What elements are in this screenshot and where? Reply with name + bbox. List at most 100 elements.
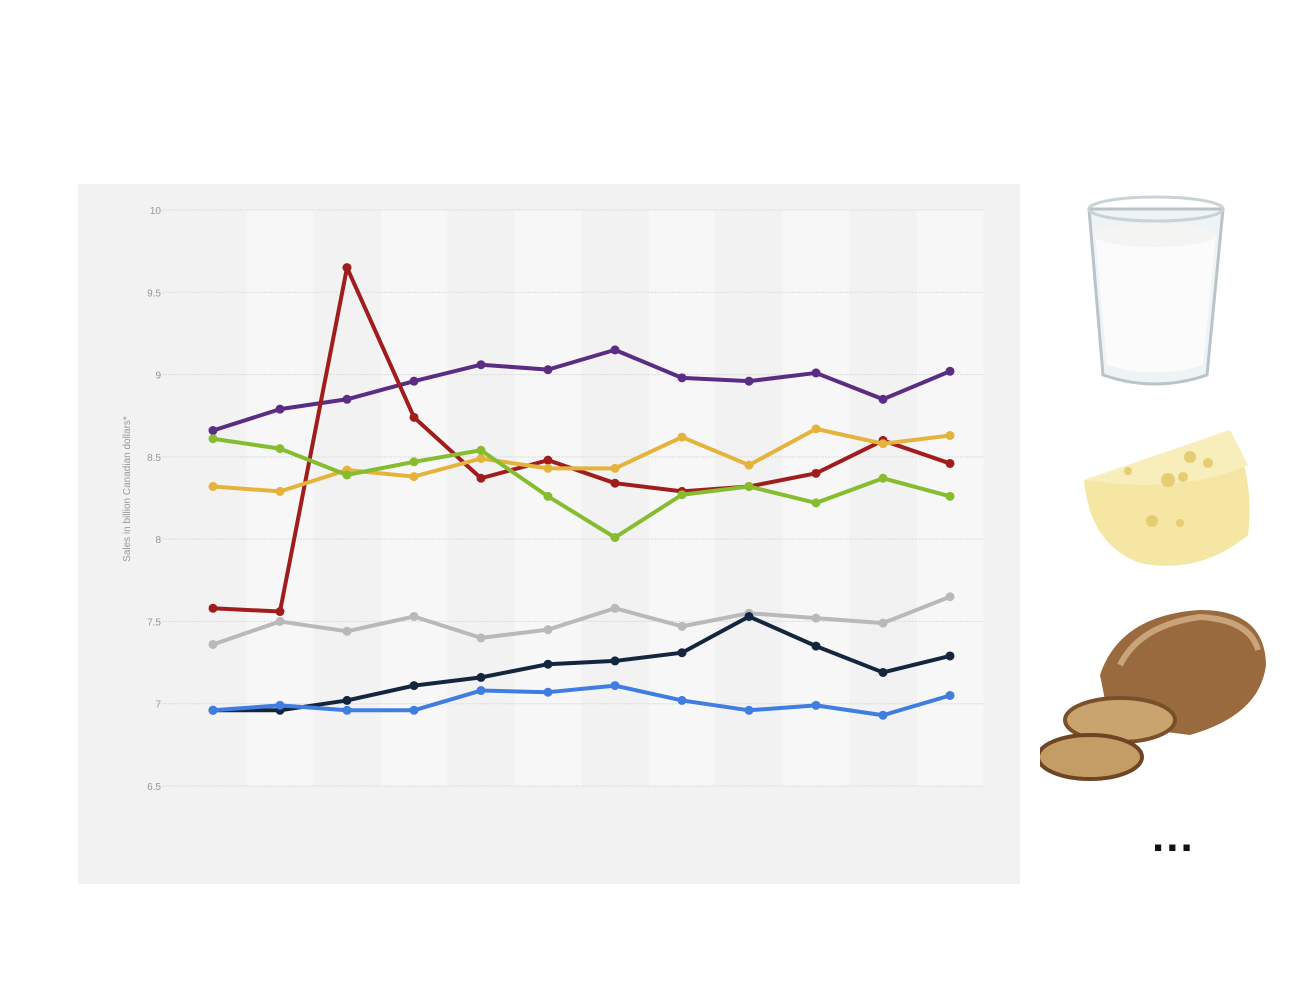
data-point [744,705,754,715]
data-point [476,445,486,455]
bread-icon [1040,610,1266,781]
data-point [208,481,218,491]
data-point [476,633,486,643]
y-axis-label: Sales in billion Canadian dollars* [122,416,133,562]
data-point [945,491,955,501]
data-point [342,470,352,480]
line-chart: 6.5 7 7.5 8 8.5 9 9.5 10 Sales in billion Canad… [122,206,984,793]
y-tick-label: 6.5 [147,782,161,793]
data-point [811,700,821,710]
data-point [610,681,620,691]
data-point [409,412,419,422]
data-point [744,481,754,491]
data-point [878,439,888,449]
series-line [212,347,951,433]
data-point [208,705,218,715]
data-point [208,603,218,613]
data-point [811,468,821,478]
y-tick-label: 7.5 [147,617,161,628]
series-2 [208,263,955,617]
y-tick-label: 9.5 [147,288,161,299]
data-point [275,700,285,710]
data-point [342,263,352,273]
data-point [409,457,419,467]
data-point [543,455,553,465]
data-point [878,667,888,677]
data-point [610,656,620,666]
data-point [275,444,285,454]
y-tick-label: 10 [150,206,162,217]
more-indicator: ... [1152,812,1195,861]
data-point [677,490,687,500]
data-point [744,611,754,621]
data-point [476,454,486,464]
data-point [677,373,687,383]
data-point [409,376,419,386]
data-point [409,681,419,691]
y-tick-label: 8.5 [147,453,161,464]
data-point [476,473,486,483]
series-line [212,436,951,540]
data-point [476,686,486,696]
series-4 [208,434,955,542]
series-6 [208,611,955,715]
data-point [543,491,553,501]
y-tick-label: 8 [155,535,161,546]
data-point [543,463,553,473]
data-point [677,695,687,705]
data-point [744,376,754,386]
data-point [543,659,553,669]
data-point [476,360,486,370]
data-point [811,613,821,623]
data-point [610,463,620,473]
data-point [409,611,419,621]
data-point [677,432,687,442]
data-point [610,603,620,613]
y-tick-label: 7 [155,700,161,711]
milk-glass-icon [1087,195,1225,386]
data-point [208,434,218,444]
data-point [275,616,285,626]
data-point [610,345,620,355]
data-point [275,404,285,414]
data-point [811,498,821,508]
data-point [878,618,888,628]
series-line [212,426,951,494]
data-point [811,424,821,434]
data-point [342,695,352,705]
data-point [275,607,285,617]
series-3 [208,424,955,496]
data-point [543,687,553,697]
data-point [476,672,486,682]
cheese-icon [1084,430,1250,566]
data-point [208,426,218,436]
data-point [543,365,553,375]
column-band [380,210,448,786]
data-point [945,592,955,602]
data-point [945,651,955,661]
data-point [677,621,687,631]
data-point [677,648,687,658]
data-point [945,366,955,376]
data-point [945,690,955,700]
data-point [342,705,352,715]
data-point [945,430,955,440]
chart-panel: 6.5 7 7.5 8 8.5 9 9.5 10 Sales in billion Canad… [78,184,1020,884]
data-point [342,626,352,636]
data-point [275,486,285,496]
series-1 [208,345,955,436]
data-point [811,368,821,378]
data-point [878,710,888,720]
data-point [543,625,553,635]
data-point [744,460,754,470]
data-point [342,394,352,404]
series-line [213,614,951,713]
data-point [208,639,218,649]
data-point [878,394,888,404]
data-point [945,458,955,468]
data-point [610,532,620,542]
data-point [878,473,888,483]
series-line [212,265,951,614]
data-point [610,478,620,488]
y-tick-label: 9 [155,371,161,382]
